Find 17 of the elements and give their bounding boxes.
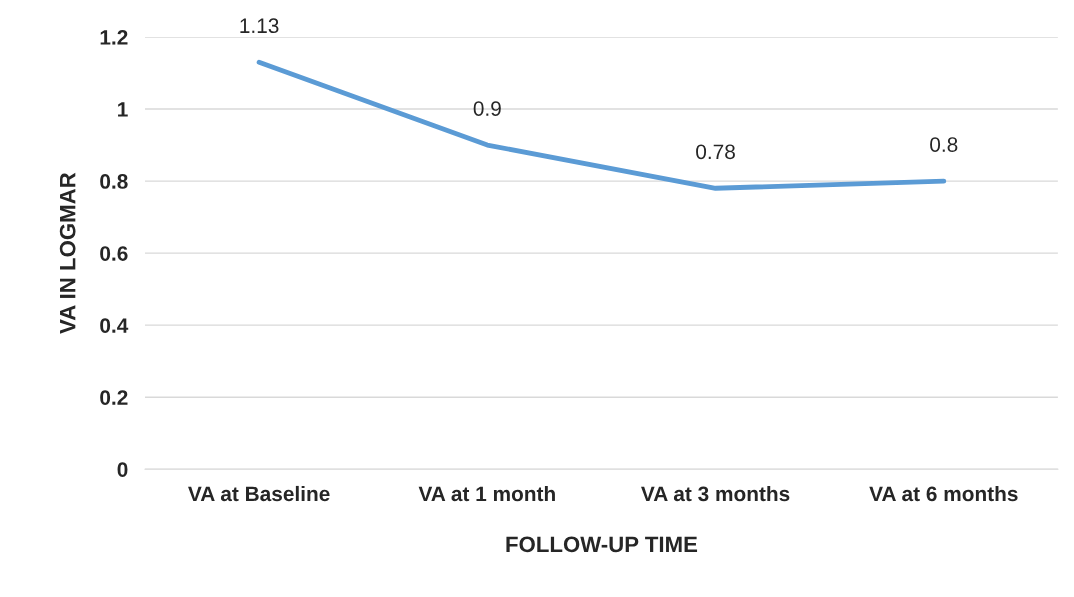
x-tick-label: VA at 6 months bbox=[869, 485, 1018, 502]
data-label: 0.8 bbox=[930, 137, 958, 152]
y-tick-label: 0.8 bbox=[100, 174, 128, 189]
y-tick-label: 0.4 bbox=[100, 318, 129, 333]
y-tick-label: 1 bbox=[118, 102, 128, 117]
y-tick-label: 0.6 bbox=[100, 246, 128, 261]
data-label: 0.9 bbox=[473, 101, 501, 116]
data-label: 0.78 bbox=[696, 144, 735, 160]
data-label: 1.13 bbox=[240, 18, 279, 34]
x-axis-title: FOLLOW-UP TIME bbox=[506, 536, 698, 553]
y-tick-label: 0 bbox=[117, 462, 128, 477]
y-tick-label: 0.2 bbox=[100, 390, 128, 405]
x-tick-label: VA at 3 months bbox=[641, 485, 790, 502]
x-tick-label: VA at Baseline bbox=[188, 485, 330, 502]
y-axis-title: VA IN LOGMAR bbox=[59, 172, 76, 334]
y-tick-label: 1.2 bbox=[100, 30, 128, 45]
x-tick-label: VA at 1 month bbox=[418, 485, 555, 502]
